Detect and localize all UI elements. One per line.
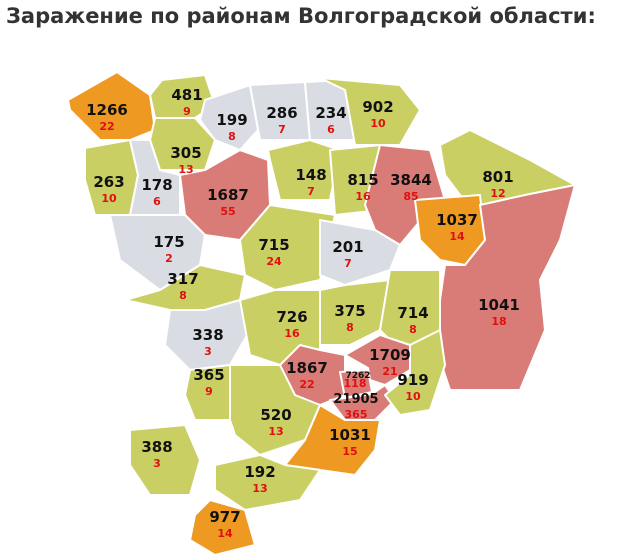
deaths-label: 13 [268, 425, 283, 438]
deaths-label: 7 [278, 123, 286, 136]
cases-label: 178 [141, 176, 172, 194]
deaths-label: 13 [252, 482, 267, 495]
deaths-label: 14 [217, 527, 233, 540]
cases-label: 3844 [390, 171, 432, 189]
deaths-label: 10 [405, 390, 421, 403]
cases-label: 1037 [436, 211, 478, 229]
cases-label: 365 [193, 366, 224, 384]
cases-label: 388 [141, 438, 172, 456]
deaths-label: 15 [342, 445, 357, 458]
deaths-label: 21 [382, 365, 397, 378]
deaths-label: 2 [165, 252, 173, 265]
cases-label: 1867 [286, 359, 328, 377]
deaths-label: 10 [101, 192, 117, 205]
cases-label: 263 [93, 173, 124, 191]
cases-label: 338 [192, 326, 223, 344]
deaths-label: 85 [403, 190, 418, 203]
cases-label: 919 [397, 371, 428, 389]
cases-label: 1031 [329, 426, 371, 444]
title: Заражение по районам Волгоградской облас… [6, 4, 596, 28]
deaths-label: 8 [228, 130, 236, 143]
deaths-label: 7 [307, 185, 315, 198]
cases-label: 21905 [333, 392, 378, 407]
district [344, 334, 411, 386]
cases-label: 902 [362, 98, 393, 116]
cases-label: 715 [258, 236, 289, 254]
deaths-label: 9 [183, 105, 191, 118]
deaths-label: 365 [345, 408, 368, 421]
deaths-label: 22 [299, 378, 314, 391]
deaths-label: 7 [344, 257, 352, 270]
cases-label: 1709 [369, 346, 411, 364]
cases-label: 317 [167, 270, 198, 288]
cases-label: 726 [276, 308, 307, 326]
deaths-label: 3 [204, 345, 212, 358]
district [339, 369, 373, 399]
deaths-label: 12 [490, 187, 505, 200]
district [429, 184, 576, 391]
cases-label: 977 [209, 508, 240, 526]
district [364, 144, 446, 246]
cases-label: 148 [295, 166, 326, 184]
deaths-label: 16 [355, 190, 371, 203]
district [319, 77, 421, 146]
deaths-label: 3 [153, 457, 161, 470]
cases-label: 520 [260, 406, 291, 424]
deaths-label: 8 [409, 323, 417, 336]
cases-label: 1687 [207, 186, 249, 204]
deaths-label: 14 [449, 230, 465, 243]
deaths-label: 8 [346, 321, 354, 334]
district [384, 329, 446, 416]
deaths-label: 16 [284, 327, 300, 340]
district [189, 499, 256, 556]
cases-label: 234 [315, 104, 346, 122]
cases-label: 201 [332, 238, 363, 256]
cases-label: 305 [170, 144, 201, 162]
cases-label: 1266 [86, 101, 128, 119]
cases-label: 286 [266, 104, 297, 122]
deaths-label: 9 [205, 385, 213, 398]
deaths-label: 118 [344, 377, 367, 390]
deaths-label: 24 [266, 255, 282, 268]
district [129, 139, 181, 216]
cases-label: 175 [153, 233, 184, 251]
deaths-label: 22 [99, 120, 114, 133]
cases-label: 714 [397, 304, 428, 322]
cases-label: 199 [216, 111, 247, 129]
deaths-label: 6 [153, 195, 161, 208]
deaths-label: 10 [370, 117, 386, 130]
cases-label: 801 [482, 168, 513, 186]
deaths-label: 18 [491, 315, 506, 328]
district [129, 424, 201, 496]
cases-label: 481 [171, 86, 202, 104]
cases-label: 7262 [345, 371, 370, 381]
deaths-label: 13 [178, 163, 193, 176]
deaths-label: 6 [327, 123, 335, 136]
cases-label: 815 [347, 171, 378, 189]
district [284, 404, 381, 476]
district [214, 454, 321, 511]
district [164, 299, 251, 371]
district [267, 139, 341, 201]
cases-label: 375 [334, 302, 365, 320]
cases-label: 1041 [478, 296, 520, 314]
cases-label: 192 [244, 463, 275, 481]
deaths-label: 8 [179, 289, 187, 302]
deaths-label: 55 [220, 205, 235, 218]
